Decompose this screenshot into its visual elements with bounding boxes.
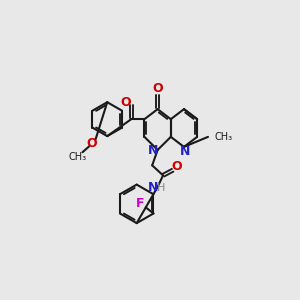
Text: CH₃: CH₃ (215, 132, 233, 142)
Text: F: F (136, 197, 145, 210)
Text: O: O (86, 136, 97, 149)
Text: N: N (148, 144, 158, 157)
Text: H: H (157, 183, 166, 193)
Text: O: O (172, 160, 182, 172)
Text: O: O (121, 97, 131, 110)
Text: N: N (148, 181, 158, 194)
Text: N: N (180, 145, 190, 158)
Text: O: O (152, 82, 163, 95)
Text: CH₃: CH₃ (69, 152, 87, 162)
